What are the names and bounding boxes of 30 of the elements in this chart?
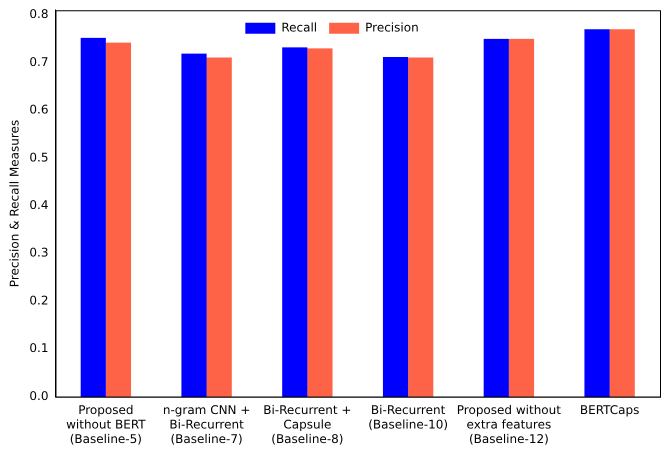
x-tick-label: Proposed without BERT (Baseline-5) bbox=[66, 403, 146, 446]
y-axis-title: Precision & Recall Measures bbox=[7, 120, 22, 288]
y-tick-label: 0.7 bbox=[29, 54, 48, 69]
y-tick-label: 0.8 bbox=[29, 7, 48, 22]
bar bbox=[484, 38, 509, 397]
y-tick-label: 0.0 bbox=[29, 388, 48, 403]
bar bbox=[282, 47, 308, 397]
bar bbox=[584, 29, 610, 397]
bar bbox=[106, 42, 132, 397]
y-tick-label: 0.5 bbox=[29, 150, 48, 164]
legend-label: Recall bbox=[281, 20, 318, 34]
bar bbox=[80, 38, 106, 397]
y-tick-label: 0.3 bbox=[29, 246, 48, 260]
x-tick-label: n-gram CNN + Bi-Recurrent (Baseline-7) bbox=[162, 403, 250, 446]
bar bbox=[610, 29, 635, 397]
y-tick-label: 0.2 bbox=[29, 293, 48, 308]
x-tick-label: BERTCaps bbox=[580, 403, 640, 418]
bar bbox=[408, 57, 434, 397]
legend-label: Precision bbox=[365, 20, 419, 34]
y-tick-label: 0.6 bbox=[29, 102, 48, 117]
x-tick-label: Bi-Recurrent + Capsule (Baseline-8) bbox=[263, 403, 352, 446]
bar bbox=[307, 48, 333, 397]
x-tick-label: Bi-Recurrent (Baseline-10) bbox=[368, 403, 448, 432]
bar bbox=[181, 54, 207, 397]
bar bbox=[206, 57, 232, 397]
y-tick-label: 0.1 bbox=[29, 341, 48, 356]
bar bbox=[508, 38, 534, 397]
x-tick-label: Proposed without extra features (Baseline-12) bbox=[456, 403, 562, 446]
y-tick-label: 0.4 bbox=[29, 198, 48, 212]
bar bbox=[382, 56, 408, 397]
